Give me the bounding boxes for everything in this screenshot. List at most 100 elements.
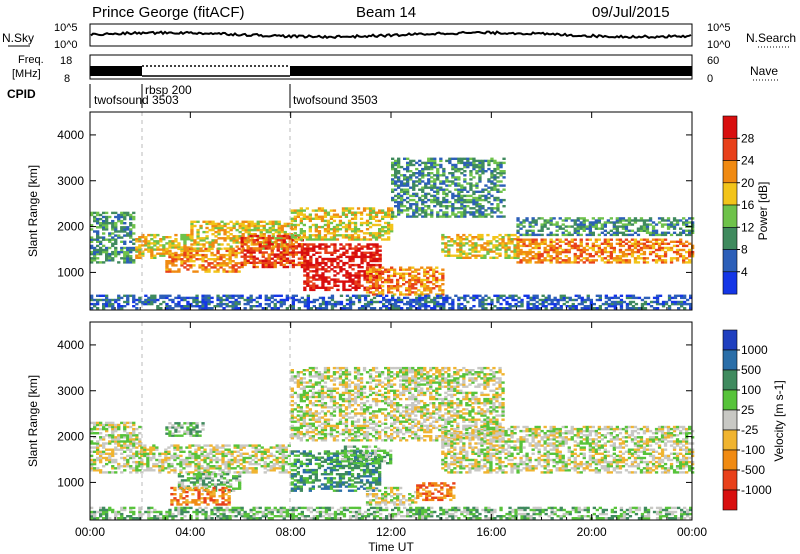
heatmap-cell — [564, 250, 568, 254]
heatmap-cell — [308, 238, 312, 241]
heatmap-cell — [230, 452, 234, 455]
heatmap-cell — [143, 469, 147, 472]
heatmap-cell — [677, 300, 681, 304]
heatmap-cell — [247, 228, 251, 232]
heatmap-cell — [498, 244, 502, 247]
heatmap-cell — [179, 458, 183, 462]
heatmap-cell — [682, 217, 686, 220]
heatmap-cell — [654, 252, 659, 256]
heatmap-cell — [513, 256, 517, 259]
heatmap-cell — [559, 307, 563, 310]
heatmap-cell — [216, 264, 220, 267]
heatmap-cell — [258, 249, 262, 252]
heatmap-cell — [679, 248, 683, 252]
heatmap-cell — [457, 188, 461, 191]
heatmap-cell — [642, 227, 647, 230]
heatmap-cell — [111, 465, 115, 468]
heatmap-cell — [264, 294, 268, 297]
heatmap-cell — [588, 252, 592, 256]
heatmap-cell — [117, 261, 121, 264]
heatmap-cell — [102, 226, 106, 229]
heatmap-cell — [256, 237, 260, 240]
heatmap-cell — [405, 280, 409, 284]
heatmap-cell — [255, 234, 259, 238]
heatmap-cell — [621, 255, 626, 258]
heatmap-cell — [191, 454, 195, 458]
heatmap-cell — [309, 255, 313, 259]
heatmap-cell — [123, 429, 127, 433]
heatmap-cell — [475, 211, 479, 214]
heatmap-cell — [200, 467, 204, 470]
heatmap-cell — [478, 205, 482, 208]
heatmap-cell — [519, 227, 523, 230]
heatmap-cell — [427, 180, 431, 183]
heatmap-cell — [562, 298, 566, 302]
heatmap-cell — [246, 261, 250, 264]
heatmap-cell — [152, 465, 156, 468]
heatmap-cell — [179, 460, 183, 464]
heatmap-cell — [102, 427, 106, 431]
heatmap-cell — [564, 217, 568, 220]
heatmap-cell — [182, 450, 186, 453]
heatmap-cell — [312, 243, 316, 246]
heatmap-cell — [553, 296, 557, 300]
heatmap-cell — [129, 444, 133, 447]
heatmap-cell — [478, 305, 482, 308]
heatmap-cell — [202, 239, 206, 242]
heatmap-cell — [126, 460, 130, 464]
heatmap-cell — [342, 274, 346, 277]
heatmap-cell — [250, 224, 254, 228]
heatmap-cell — [402, 274, 406, 278]
heatmap-cell — [315, 286, 319, 289]
heatmap-cell — [499, 211, 503, 214]
heatmap-cell — [108, 421, 112, 425]
heatmap-cell — [366, 278, 370, 281]
heatmap-cell — [264, 239, 268, 242]
heatmap-cell — [390, 291, 394, 294]
heatmap-cell — [201, 260, 205, 263]
heatmap-cell — [326, 219, 331, 223]
heatmap-cell — [242, 452, 246, 455]
heatmap-cell — [481, 165, 485, 169]
heatmap-cell — [391, 296, 395, 300]
heatmap-cell — [351, 253, 355, 256]
heatmap-cell — [573, 246, 577, 250]
heatmap-cell — [529, 307, 533, 310]
heatmap-cell — [126, 438, 130, 441]
heatmap-cell — [412, 305, 416, 308]
heatmap-cell — [338, 234, 343, 237]
heatmap-cell — [430, 307, 434, 310]
heatmap-cell — [636, 250, 641, 254]
heatmap-cell — [330, 302, 335, 306]
heatmap-cell — [501, 244, 505, 247]
heatmap-cell — [320, 238, 325, 241]
heatmap-cell — [381, 291, 385, 294]
heatmap-cell — [99, 469, 103, 472]
heatmap-cell — [609, 217, 613, 220]
heatmap-cell — [487, 163, 491, 167]
heatmap-cell — [286, 233, 290, 236]
heatmap-cell — [204, 268, 208, 271]
heatmap-cell — [543, 221, 547, 224]
heatmap-cell — [105, 305, 109, 308]
heatmap-cell — [241, 247, 245, 250]
heatmap-cell — [120, 248, 124, 252]
heatmap-cell — [235, 235, 239, 238]
heatmap-cell — [595, 298, 599, 302]
heatmap-cell — [202, 243, 206, 246]
heatmap-cell — [216, 298, 220, 302]
heatmap-cell — [436, 294, 440, 297]
heatmap-cell — [309, 259, 313, 263]
heatmap-cell — [561, 250, 565, 254]
heatmap-cell — [504, 246, 508, 249]
heatmap-cell — [111, 423, 115, 427]
heatmap-cell — [555, 255, 559, 258]
heatmap-cell — [534, 252, 538, 256]
heatmap-cell — [174, 258, 178, 261]
heatmap-cell — [378, 230, 382, 233]
heatmap-cell — [493, 305, 497, 308]
heatmap-cell — [495, 252, 499, 255]
heatmap-cell — [393, 272, 397, 275]
heatmap-cell — [385, 294, 389, 297]
heatmap-cell — [360, 251, 364, 254]
